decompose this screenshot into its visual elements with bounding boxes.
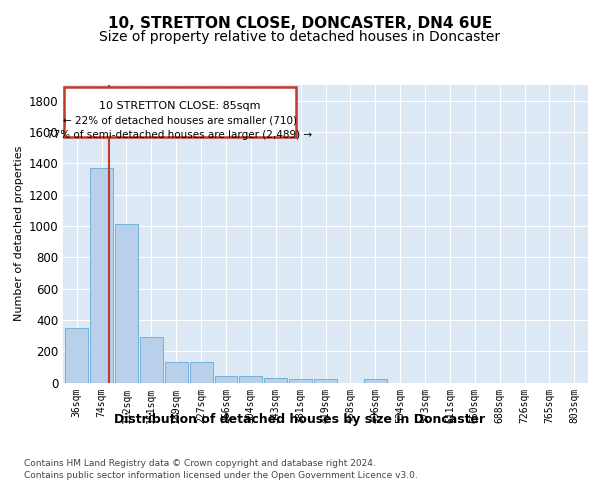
Text: 10 STRETTON CLOSE: 85sqm: 10 STRETTON CLOSE: 85sqm [99,100,260,110]
Text: Distribution of detached houses by size in Doncaster: Distribution of detached houses by size … [115,412,485,426]
Text: ← 22% of detached houses are smaller (710): ← 22% of detached houses are smaller (71… [62,115,296,125]
Bar [264,378,287,382]
Bar [115,224,138,382]
Text: 10, STRETTON CLOSE, DONCASTER, DN4 6UE: 10, STRETTON CLOSE, DONCASTER, DN4 6UE [108,16,492,32]
Bar [140,337,163,382]
Bar [239,376,262,382]
Bar [165,362,188,382]
Bar [90,168,113,382]
Text: Contains HM Land Registry data © Crown copyright and database right 2024.: Contains HM Land Registry data © Crown c… [24,460,376,468]
Y-axis label: Number of detached properties: Number of detached properties [14,146,24,322]
Bar [314,380,337,382]
Bar [190,362,212,382]
Text: Contains public sector information licensed under the Open Government Licence v3: Contains public sector information licen… [24,470,418,480]
Bar [289,380,312,382]
Text: 77% of semi-detached houses are larger (2,489) →: 77% of semi-detached houses are larger (… [47,130,312,140]
Bar [65,328,88,382]
Bar [64,88,296,138]
Bar [215,376,238,382]
Bar [364,380,387,382]
Text: Size of property relative to detached houses in Doncaster: Size of property relative to detached ho… [100,30,500,44]
